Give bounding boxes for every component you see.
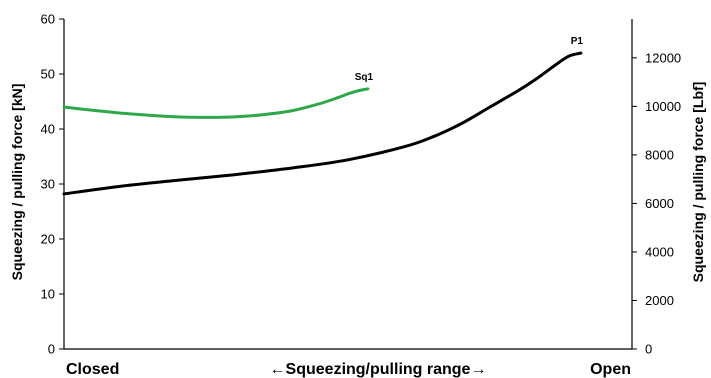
left-tick-label: 60 [41,12,55,27]
left-y-axis: 0 10 20 30 40 50 60 [41,12,65,357]
right-tick-label: 0 [645,342,652,357]
series-label-p1: P1 [571,36,584,47]
right-y-axis: 0 2000 4000 6000 8000 10000 12000 [631,19,681,357]
series-layer: Sq1 P1 [62,36,584,196]
left-tick-label: 50 [41,67,55,82]
y-axis-title-right: Squeezing / pulling force [Lbf] [690,82,706,283]
left-tick-label: 40 [41,122,55,137]
right-tick-label: 2000 [645,293,674,308]
series-label-sq1: Sq1 [355,72,374,83]
right-tick-label: 10000 [645,99,681,114]
x-end-label: Open [590,361,631,378]
y-axis-title-left: Squeezing / pulling force [kN] [9,84,25,281]
series-line-p1 [62,51,583,196]
left-tick-label: 30 [41,177,55,192]
right-tick-label: 6000 [645,196,674,211]
right-tick-label: 8000 [645,147,674,162]
x-axis-title: ←Squeezing/pulling range→ [270,361,487,378]
right-tick-label: 4000 [645,244,674,259]
right-tick-label: 12000 [645,50,681,65]
series-line-sq1 [62,87,370,119]
left-tick-label: 0 [48,342,55,357]
left-tick-label: 20 [41,232,55,247]
x-start-label: Closed [66,361,119,378]
left-tick-label: 10 [41,287,55,302]
